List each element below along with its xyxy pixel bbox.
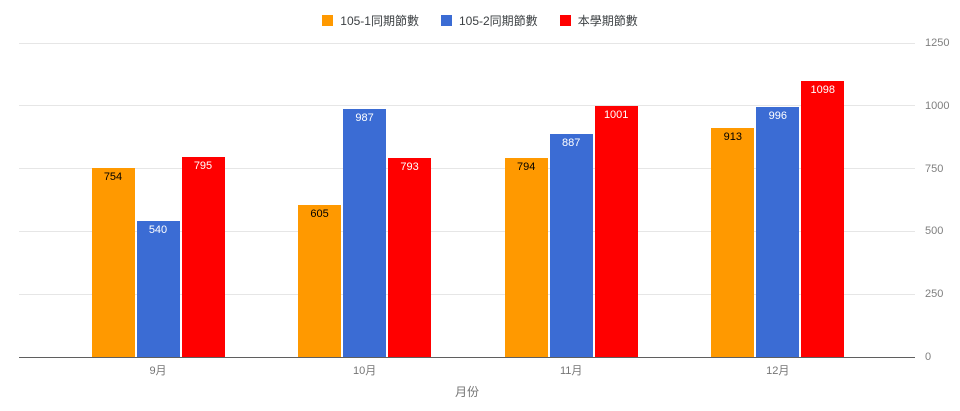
bar-value-label: 1001 bbox=[603, 108, 629, 121]
bar[interactable]: 540 bbox=[136, 221, 180, 357]
bar-value-label: 793 bbox=[400, 160, 419, 173]
x-axis-category-label: 12月 bbox=[766, 365, 790, 377]
y-axis-tick-label: 1250 bbox=[925, 37, 950, 49]
bar-value-label: 1098 bbox=[810, 84, 836, 97]
bar-value-label: 605 bbox=[310, 208, 329, 221]
legend-label: 105-2同期節數 bbox=[458, 14, 538, 28]
gridline bbox=[19, 293, 915, 295]
legend-label: 105-1同期節數 bbox=[340, 14, 419, 28]
legend-item: 105-2同期節數 bbox=[440, 12, 538, 29]
legend-swatch-icon bbox=[440, 15, 452, 26]
x-axis-title: 月份 bbox=[454, 385, 479, 399]
bar[interactable]: 887 bbox=[549, 134, 593, 357]
plot-area: 754 540 795 605 987 793 794 887 1001 913 996 1098 bbox=[19, 42, 915, 358]
bar-value-label: 987 bbox=[355, 112, 374, 125]
legend-label: 本學期節數 bbox=[577, 14, 638, 28]
legend-swatch-icon bbox=[322, 15, 334, 26]
bar-value-label: 540 bbox=[148, 224, 168, 237]
bar-group-12月: 913 996 1098 bbox=[711, 43, 845, 357]
bar-value-label: 794 bbox=[517, 160, 536, 173]
bar-value-label: 795 bbox=[193, 160, 213, 173]
gridline bbox=[19, 230, 915, 232]
gridline bbox=[19, 42, 915, 44]
bar[interactable]: 913 bbox=[711, 127, 755, 357]
bar-group-11月: 794 887 1001 bbox=[504, 43, 638, 357]
y-axis-tick-label: 750 bbox=[925, 162, 944, 175]
gridline bbox=[19, 168, 915, 170]
y-axis-tick-label: 500 bbox=[925, 225, 944, 238]
y-axis-tick-label: 250 bbox=[925, 288, 944, 301]
x-axis-category-label: 11月 bbox=[559, 365, 583, 377]
chart-legend: 105-1同期節數 105-2同期節數 本學期節數 bbox=[0, 12, 960, 29]
x-axis-baseline bbox=[19, 357, 915, 358]
bar-value-label: 913 bbox=[723, 130, 742, 143]
bar-value-label: 754 bbox=[103, 170, 123, 183]
bar[interactable]: 794 bbox=[504, 157, 548, 357]
bar[interactable]: 605 bbox=[298, 205, 342, 357]
legend-swatch-icon bbox=[559, 15, 571, 26]
y-axis-tick-label: 0 bbox=[925, 351, 932, 363]
bar-value-label: 996 bbox=[768, 109, 787, 122]
bar-value-label: 887 bbox=[562, 137, 581, 150]
bar[interactable]: 996 bbox=[756, 106, 800, 357]
bar-group-10月: 605 987 793 bbox=[298, 43, 432, 357]
bar[interactable]: 987 bbox=[343, 109, 387, 357]
legend-item: 本學期節數 bbox=[559, 12, 638, 29]
bar[interactable]: 754 bbox=[91, 167, 135, 357]
x-axis-category-label: 10月 bbox=[352, 365, 377, 377]
x-axis-category-label: 9月 bbox=[149, 365, 167, 377]
bar[interactable]: 1098 bbox=[801, 81, 845, 357]
legend-item: 105-1同期節數 bbox=[322, 12, 419, 29]
bar[interactable]: 795 bbox=[181, 157, 225, 357]
y-axis-tick-label: 1000 bbox=[925, 99, 950, 112]
gridline bbox=[19, 105, 915, 107]
bar-group-9月: 754 540 795 bbox=[91, 43, 225, 357]
bar[interactable]: 793 bbox=[388, 157, 432, 357]
bar[interactable]: 1001 bbox=[594, 105, 638, 357]
